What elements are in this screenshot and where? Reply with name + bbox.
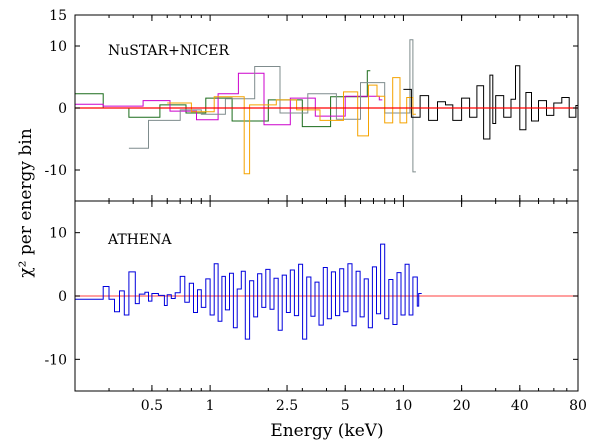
panel-top-y-tick-label: -10 — [44, 163, 67, 179]
panel-bottom-frame — [74, 200, 579, 392]
x-tick-label: 20 — [453, 398, 471, 414]
panel-bottom-series-0 — [75, 243, 422, 340]
x-axis-title: Energy (keV) — [270, 421, 383, 441]
panel-bottom: 10 0 -10 ATHENA — [44, 201, 579, 391]
panel-top-series-1 — [75, 72, 383, 126]
panel-top-label: NuSTAR+NICER — [108, 43, 230, 59]
panel-bottom-y-tick-label: -10 — [44, 352, 67, 368]
x-tick-label: 5 — [341, 398, 350, 414]
panel-bottom-series — [75, 243, 422, 340]
panel-top-series-4 — [403, 65, 578, 140]
x-tick-labels: 0.5 1 2.5 5 10 20 40 80 — [141, 398, 587, 414]
panel-top-series-0 — [75, 70, 371, 128]
panel-bottom-y-ticks: 10 0 -10 — [44, 226, 578, 368]
x-tick-label: 40 — [511, 398, 529, 414]
panel-top-y-tick-label: 0 — [58, 101, 67, 117]
x-tick-label: 2.5 — [276, 398, 298, 414]
panel-top-y-tick-label: 10 — [49, 39, 67, 55]
panel-top-y-ticks: 15 10 0 -10 — [44, 8, 578, 179]
x-tick-label: 10 — [395, 398, 413, 414]
x-tick-label: 80 — [569, 398, 587, 414]
panel-top-y-tick-label: 15 — [49, 8, 67, 24]
panel-bottom-y-tick-label: 10 — [49, 226, 67, 242]
y-axis-title: χ² per energy bin — [16, 128, 36, 277]
panel-bottom-y-tick-label: 0 — [58, 289, 67, 305]
panel-top-series — [75, 39, 578, 175]
panel-top: 15 10 0 -10 NuSTAR+NICER — [44, 8, 579, 201]
panel-top-series-2 — [128, 39, 416, 173]
x-tick-label: 0.5 — [141, 398, 163, 414]
x-tick-label: 1 — [206, 398, 215, 414]
panel-top-series-3 — [167, 77, 416, 175]
panel-bottom-label: ATHENA — [107, 232, 172, 248]
